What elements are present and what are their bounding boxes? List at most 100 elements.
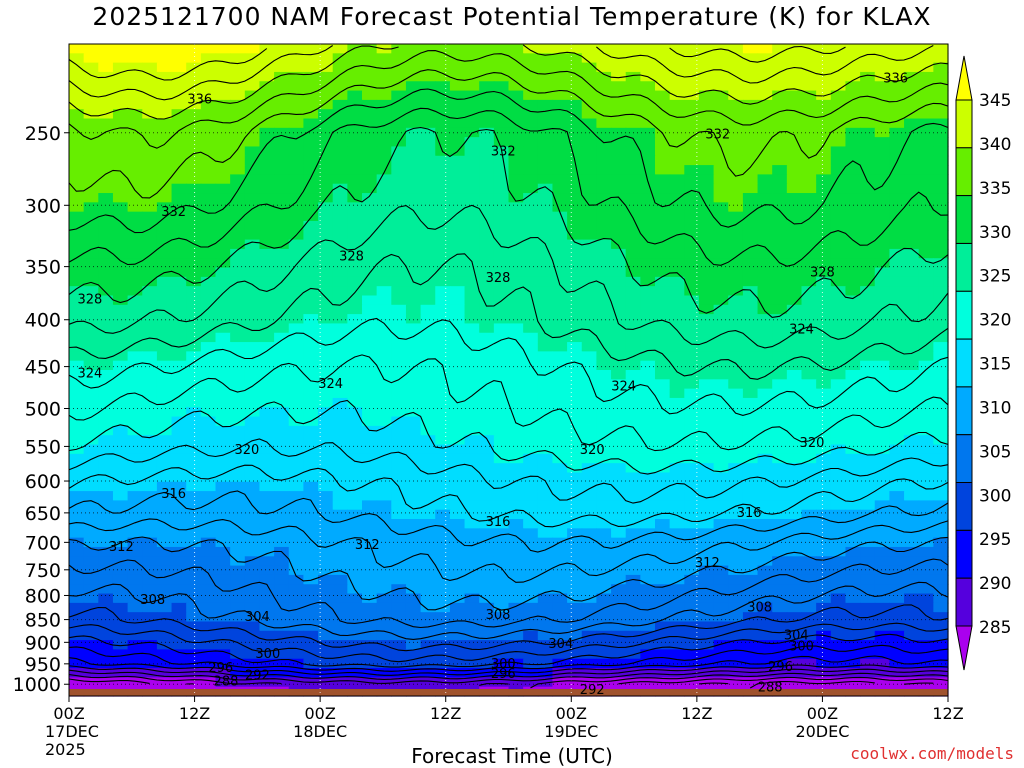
heatmap-cell [889,453,905,464]
heatmap-cell [816,183,832,194]
heatmap-cell [669,425,685,436]
heatmap-cell [904,258,920,269]
heatmap-cell [640,537,656,548]
heatmap-cell [83,677,99,688]
heatmap-cell [332,332,348,343]
heatmap-cell [830,165,847,175]
heatmap-cell [523,565,539,576]
heatmap-cell [288,314,304,325]
heatmap-cell [171,472,187,483]
heatmap-cell [230,640,246,651]
heatmap-cell [127,397,143,408]
heatmap-cell [772,118,788,129]
heatmap-cell [288,118,304,129]
heatmap-cell [918,379,934,390]
heatmap-cell [786,351,803,362]
credit-link[interactable]: coolwx.com/models [850,744,1014,763]
heatmap-cell [318,416,334,427]
heatmap-cell [69,463,85,474]
heatmap-cell [112,500,129,511]
heatmap-cell [274,323,290,334]
heatmap-cell [537,621,554,632]
heatmap-cell [405,593,422,604]
heatmap-cell [332,574,348,585]
heatmap-cell [420,407,436,418]
heatmap-cell [156,230,173,241]
heatmap-cell [860,276,876,287]
heatmap-cell [816,463,832,474]
heatmap-cell [332,435,348,446]
heatmap-cell [567,323,583,334]
heatmap-cell [889,593,905,604]
heatmap-cell [596,323,612,334]
heatmap-cell [303,658,319,669]
contour-label: 316 [486,515,511,530]
heatmap-cell [156,416,173,427]
heatmap-cell [596,546,612,557]
heatmap-cell [112,351,129,362]
heatmap-cell [611,118,627,129]
heatmap-cell [713,519,729,529]
heatmap-cell [933,658,949,669]
heatmap-cell [757,276,773,287]
heatmap-cell [200,202,217,213]
heatmap-cell [449,649,466,660]
heatmap-cell [493,677,510,688]
heatmap-cell [171,602,187,613]
heatmap-cell [479,612,495,623]
heatmap-cell [845,565,861,576]
heatmap-cell [171,565,187,576]
heatmap-cell [904,444,920,455]
heatmap-cell [112,370,129,380]
heatmap-cell [405,183,422,194]
heatmap-cell [537,304,554,315]
heatmap-cell [611,472,627,483]
heatmap-cell [318,574,334,585]
heatmap-cell [376,53,392,64]
heatmap-cell [728,211,744,222]
heatmap-cell [537,463,554,474]
heatmap-cell [464,44,480,54]
heatmap-cell [684,258,700,269]
heatmap-cell [742,640,759,651]
heatmap-cell [405,546,422,557]
heatmap-cell [874,286,890,297]
heatmap-cell [83,53,99,64]
heatmap-cell [625,481,641,492]
heatmap-cell [567,370,583,380]
heatmap-cell [244,602,261,613]
heatmap-cell [420,267,436,278]
heatmap-cell [303,323,319,334]
heatmap-cell [933,314,949,325]
heatmap-cell [230,314,246,325]
heatmap-cell [860,621,876,632]
heatmap-cell [464,295,480,306]
colorbar-band [955,529,973,579]
heatmap-cell [479,220,495,231]
heatmap-cell [420,649,436,660]
heatmap-cell [318,230,334,241]
heatmap-cell [376,295,392,306]
heatmap-cell [933,239,949,250]
plot-area [69,44,949,697]
heatmap-cell [933,155,949,166]
contour-label: 312 [355,538,380,553]
heatmap-cell [259,407,275,418]
heatmap-cell [596,668,612,678]
heatmap-cell [449,351,466,362]
colorbar-label: 295 [979,530,1011,550]
heatmap-cell [288,323,304,334]
heatmap-cell [493,239,510,250]
heatmap-cell [933,109,949,120]
heatmap-cell [845,239,861,250]
heatmap-cell [171,220,187,231]
heatmap-cell [713,509,729,520]
heatmap-cell [449,519,466,529]
heatmap-cell [567,295,583,306]
heatmap-cell [171,155,187,166]
heatmap-cell [567,81,583,92]
heatmap-cell [640,286,656,297]
heatmap-cell [611,463,627,474]
heatmap-cell [112,444,129,455]
heatmap-cell [860,546,876,557]
